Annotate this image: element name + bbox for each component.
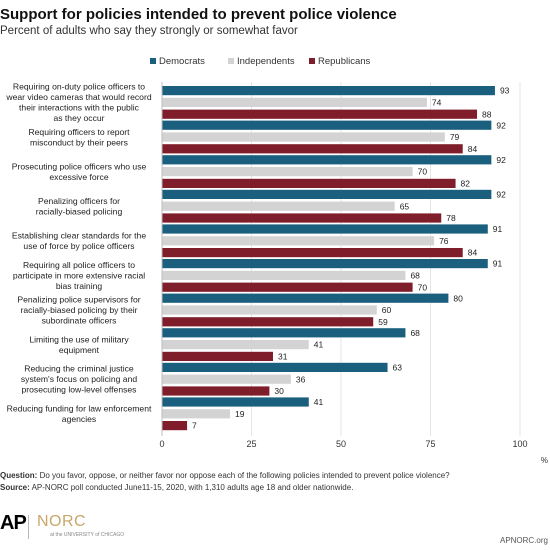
bar-republicans <box>162 213 442 223</box>
data-label: 30 <box>274 386 284 396</box>
legend-swatch <box>150 58 156 64</box>
data-label: 65 <box>400 201 410 211</box>
data-label: 80 <box>453 293 463 303</box>
bar-republicans <box>162 351 273 361</box>
legend-label: Republicans <box>318 56 371 67</box>
bar-democrats <box>162 86 495 96</box>
data-label: 92 <box>496 120 506 130</box>
data-label: 92 <box>496 155 506 165</box>
bar-democrats <box>162 189 492 199</box>
data-label: 91 <box>493 224 503 234</box>
legend-label: Independents <box>237 56 295 67</box>
x-tick-label: 25 <box>246 439 256 449</box>
x-tick-label: 50 <box>336 439 346 449</box>
legend-swatch <box>309 58 315 64</box>
category-label: Prosecuting police officers who use exces… <box>12 161 147 182</box>
data-label: 91 <box>493 259 503 269</box>
data-label: 41 <box>314 397 324 407</box>
category-label: Requiring on-duty police officers to wear… <box>5 82 151 124</box>
question-text: Do you favor, oppose, or neither favor n… <box>39 471 450 480</box>
source-text: AP-NORC poll conducted June11-15, 2020, … <box>31 482 354 492</box>
data-label: 92 <box>496 190 506 200</box>
bar-republicans <box>162 386 270 396</box>
bar-democrats <box>162 293 449 303</box>
bar-republicans <box>162 178 456 188</box>
data-label: 76 <box>439 236 449 246</box>
x-tick-label: 0 <box>159 439 164 449</box>
chart-title: Support for policies intended to prevent… <box>0 6 397 23</box>
legend-swatch <box>228 58 234 64</box>
apnorc-link[interactable]: APNORC.org <box>499 536 548 545</box>
chart-subtitle: Percent of adults who say they strongly … <box>0 25 298 37</box>
data-label: 93 <box>500 86 510 96</box>
bar-republicans <box>162 248 463 258</box>
data-label: 84 <box>468 248 478 258</box>
bar-democrats <box>162 362 388 372</box>
data-label: 19 <box>235 409 245 419</box>
bar-independents <box>162 270 406 280</box>
category-label: Requiring all police officers to particip… <box>13 260 145 291</box>
bar-republicans <box>162 421 188 431</box>
bar-republicans <box>162 109 478 119</box>
category-label: Reducing funding for law enforcement agen… <box>7 404 152 425</box>
logo-bar: AP NORC at the UNIVERSITY of CHICAGO APN… <box>0 512 550 545</box>
bar-democrats <box>162 259 488 269</box>
bar-republicans <box>162 282 413 292</box>
data-label: 82 <box>461 179 471 189</box>
question-note: Question: Do you favor, oppose, or neith… <box>0 470 548 482</box>
data-label: 41 <box>314 340 324 350</box>
data-label: 68 <box>410 271 420 281</box>
bar-democrats <box>162 155 492 165</box>
question-label: Question: <box>0 471 38 480</box>
source-label: Source: <box>0 482 30 492</box>
data-label: 68 <box>410 328 420 338</box>
bar-independents <box>162 409 231 419</box>
bar-independents <box>162 167 413 177</box>
data-label: 84 <box>468 144 478 154</box>
bar-democrats <box>162 397 309 407</box>
bar-democrats <box>162 120 492 130</box>
data-label: 36 <box>296 374 306 384</box>
ap-logo: AP <box>0 512 27 534</box>
category-label: Requiring officers to report misconduct b… <box>28 127 130 148</box>
norc-logo: NORC <box>37 513 87 530</box>
category-label: Limiting the use of military equipment <box>29 334 129 355</box>
bar-republicans <box>162 144 463 154</box>
data-label: 88 <box>482 109 492 119</box>
data-label: 78 <box>446 213 456 223</box>
legend-label: Democrats <box>159 56 205 67</box>
bar-democrats <box>162 224 488 234</box>
data-label: 70 <box>418 282 428 292</box>
data-label: 70 <box>418 167 428 177</box>
category-label: Reducing the criminal justice system's fo… <box>21 364 138 395</box>
data-label: 60 <box>382 305 392 315</box>
norc-subtitle: at the UNIVERSITY of CHICAGO <box>50 532 125 538</box>
bar-independents <box>162 374 291 384</box>
logo-divider <box>28 515 29 539</box>
data-label: 63 <box>393 363 403 373</box>
bar-chart: 0 25 50 75 100% Democrats Independents Republic… <box>5 56 548 465</box>
bar-republicans <box>162 317 374 327</box>
category-label: Establishing clear standards for the use … <box>12 231 146 252</box>
data-label: 7 <box>192 421 197 431</box>
bar-independents <box>162 236 435 246</box>
source-note: Source: AP-NORC poll conducted June11-15… <box>0 482 548 494</box>
data-label: 31 <box>278 352 288 362</box>
category-label: Penalizing police supervisors for raciall… <box>17 295 140 326</box>
data-label: 59 <box>378 317 388 327</box>
x-tick-label: 100 <box>512 439 527 449</box>
bar-independents <box>162 305 377 315</box>
bar-independents <box>162 132 445 142</box>
bar-independents <box>162 201 395 211</box>
data-label: 74 <box>432 98 442 108</box>
data-label: 79 <box>450 132 460 142</box>
bar-independents <box>162 340 309 350</box>
x-axis-unit: % <box>541 456 548 465</box>
bar-independents <box>162 97 427 107</box>
bar-democrats <box>162 328 406 338</box>
category-label: Penalizing officers for racially-biased p… <box>36 196 123 217</box>
chart-footer: Question: Do you favor, oppose, or neith… <box>0 470 548 493</box>
x-tick-label: 75 <box>425 439 435 449</box>
